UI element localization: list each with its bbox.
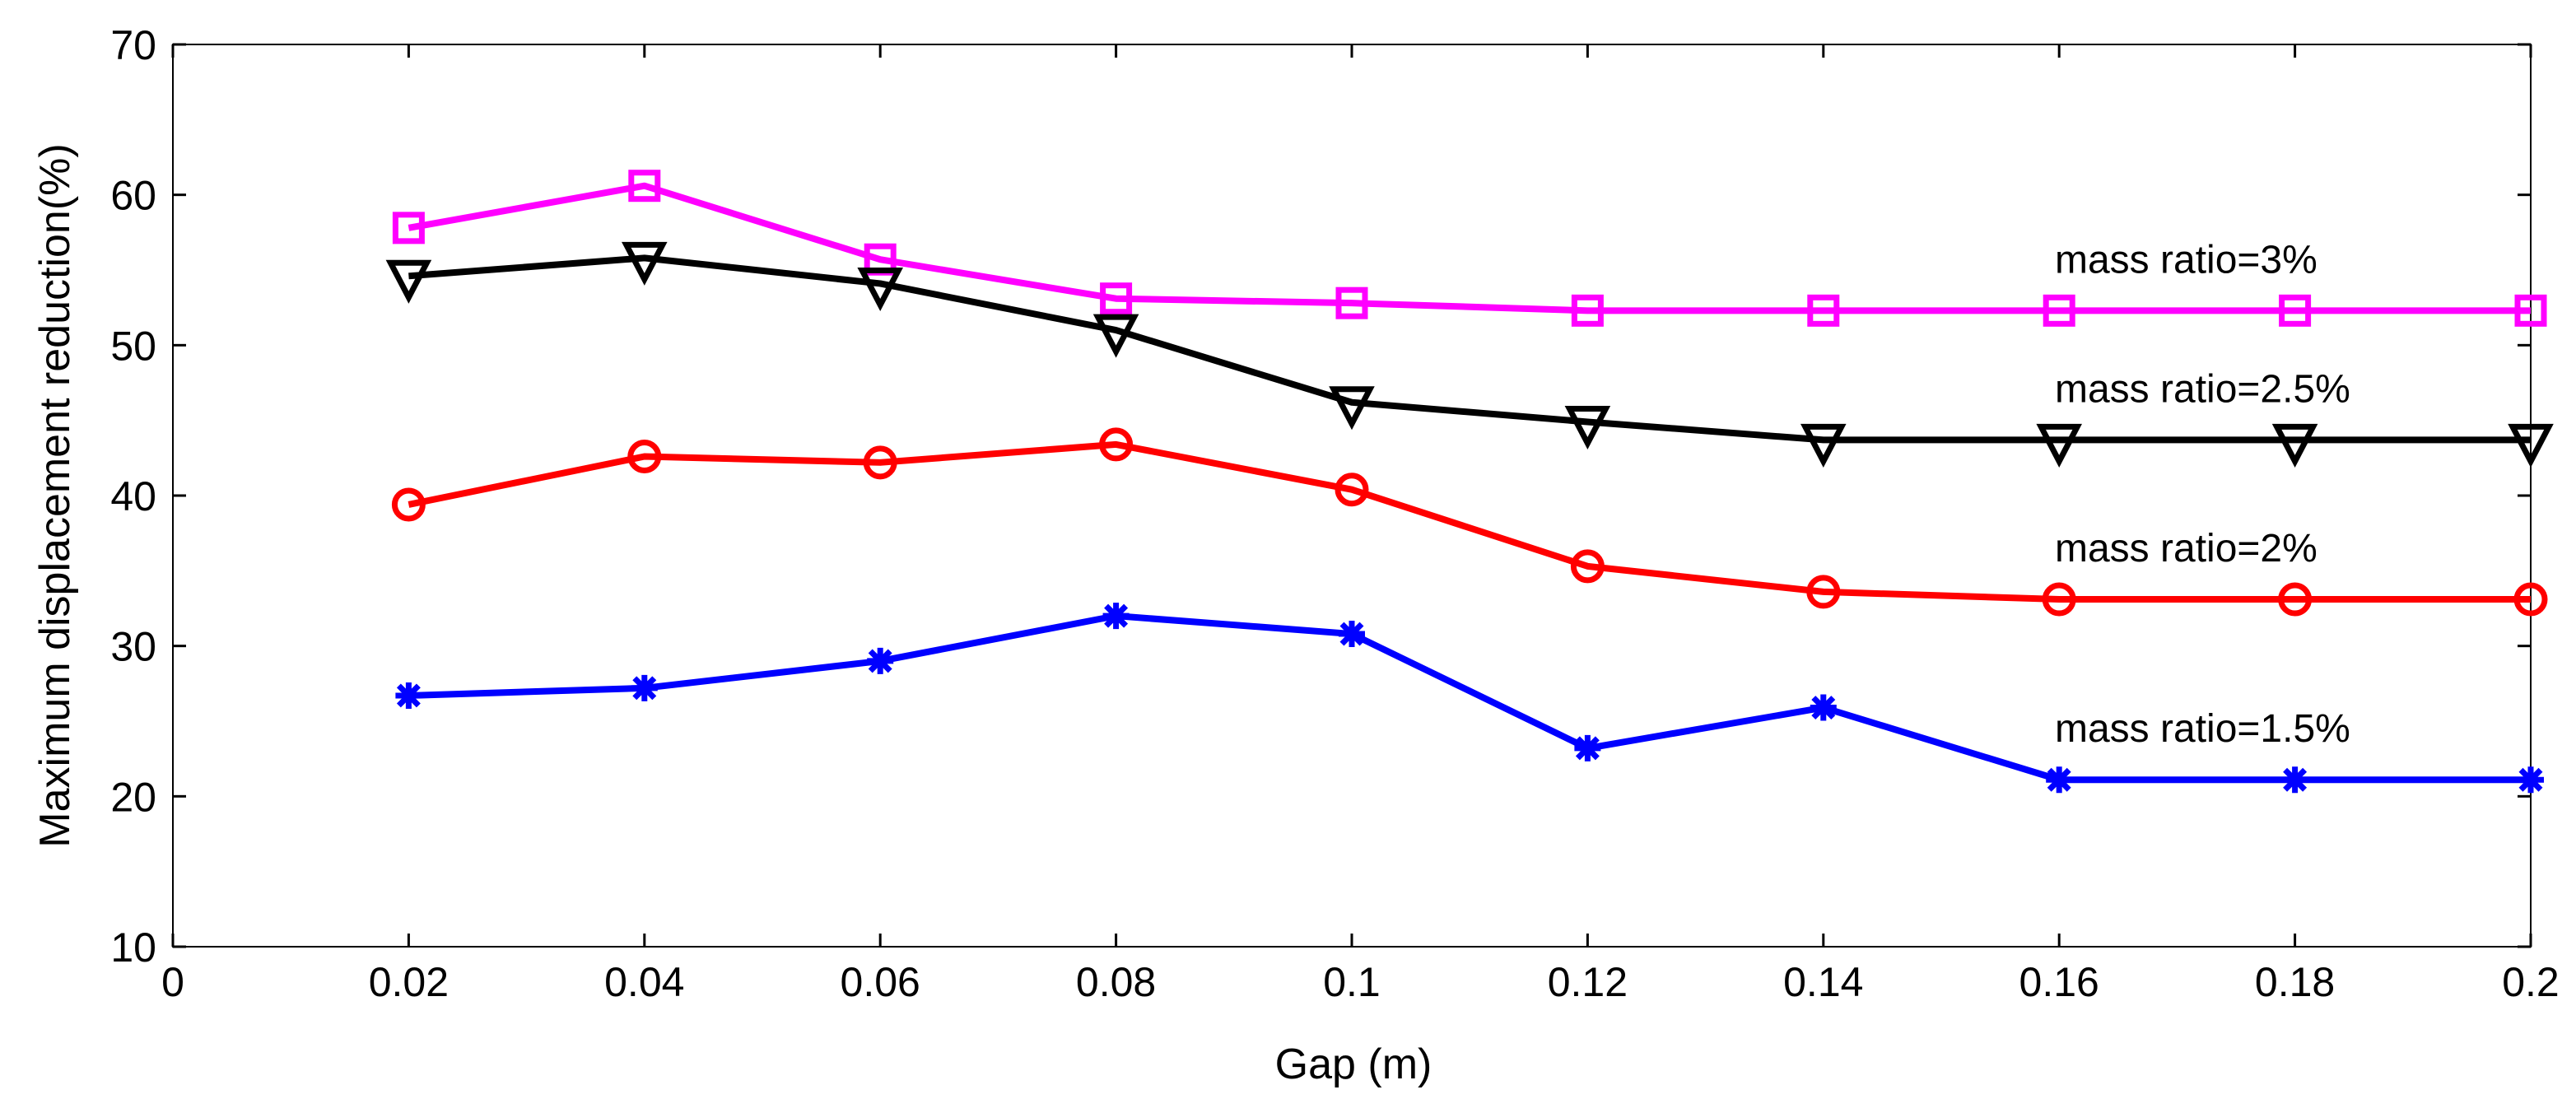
data-point-triangle [622,241,668,286]
y-tick-label: 30 [110,624,156,670]
data-point-star [2518,766,2544,794]
y-tick-label: 40 [110,473,156,519]
data-point-triangle [2508,423,2554,468]
data-point-triangle [1092,314,1139,358]
x-tick-label: 0.16 [2019,959,2099,1005]
x-tick-label: 0.06 [841,959,920,1005]
data-point-square [1335,286,1368,319]
data-point-circle [1570,549,1605,584]
data-point-square [1807,294,1840,327]
data-point-square [2043,294,2075,327]
x-tick-label: 0.08 [1076,959,1156,1005]
x-tick-label: 0.2 [2502,959,2560,1005]
data-point-square [392,212,425,244]
data-point-square [2279,294,2312,327]
y-tick-label: 10 [110,924,156,971]
data-point-star [1102,603,1130,630]
series-triangle-down [385,241,2554,468]
data-point-square [628,170,661,203]
series-labels: mass ratio=3% mass ratio=2.5% mass ratio=2… [2055,238,2350,751]
x-tick-label: 0.18 [2255,959,2335,1005]
y-tick-label: 70 [110,22,156,68]
series-circle [391,427,2548,617]
data-point-circle [863,445,897,480]
data-point-triangle [2271,423,2318,468]
data-point-star [2046,766,2073,794]
series-label: mass ratio=3% [2055,238,2317,282]
data-point-circle [2513,582,2548,617]
data-point-triangle [2036,423,2082,468]
y-tick-label: 20 [110,774,156,820]
x-axis-label: Gap (m) [1275,1041,1432,1088]
series-label: mass ratio=2% [2055,527,2317,570]
data-point-triangle [857,267,903,311]
y-axis-label: Maximum displacement reduction(%) [31,143,79,847]
series-group [385,170,2554,794]
data-point-square [1571,294,1604,327]
data-point-circle [1099,427,1134,462]
data-point-triangle [385,259,432,304]
series-label: mass ratio=2.5% [2055,367,2350,411]
data-point-star [1339,621,1365,648]
series-label: mass ratio=1.5% [2055,707,2350,751]
x-tick-label: 0 [161,959,184,1005]
series-line [408,612,2531,784]
x-tick-label: 0.04 [604,959,684,1005]
data-point-circle [2042,582,2076,617]
series-line [408,182,2531,314]
data-point-square [1100,282,1133,315]
data-point-circle [391,487,426,522]
data-point-circle [1806,575,1841,609]
data-point-star [1574,734,1601,761]
x-tick-label: 0.14 [1783,959,1863,1005]
data-point-star [2281,766,2308,794]
x-tick-label: 0.1 [1323,959,1381,1005]
data-point-star [395,682,422,709]
data-point-circle [2278,582,2313,617]
axes: 0 0.02 0.04 0.06 0.08 0.1 0.12 0.14 0.16 0.18 0.2 1… [110,22,2559,1005]
data-point-circle [1335,473,1369,507]
x-tick-label: 0.12 [1548,959,1628,1005]
plot-frame [172,44,2532,948]
y-tick-label: 60 [110,173,156,219]
data-point-star [867,647,894,674]
data-point-triangle [1564,405,1611,450]
data-point-star [631,674,658,701]
data-point-triangle [1329,386,1375,431]
series-line [408,440,2531,603]
x-tick-label: 0.02 [369,959,449,1005]
data-point-triangle [1800,423,1847,468]
y-tick-label: 50 [110,323,156,369]
data-point-circle [627,440,662,474]
data-point-star [1810,694,1837,721]
series-star [395,603,2544,794]
series-line [408,254,2531,444]
data-point-square [2514,294,2547,327]
